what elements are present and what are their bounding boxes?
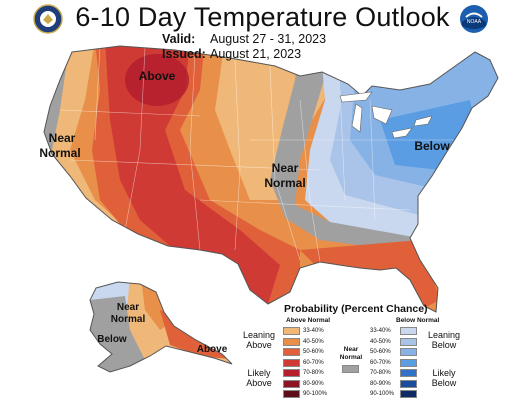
noaa-logo-icon: NOAA [460,5,488,33]
legend-below-label: 40-50% [370,338,391,345]
label-ak-above: Above [197,344,228,355]
legend-below-label: 60-70% [370,359,391,366]
legend-above-swatch [283,379,300,388]
legend-above-swatch [283,348,300,356]
label-above-nw: Above [139,69,176,83]
legend-above-label: 90-100% [303,391,328,397]
doc-seal-icon [33,4,63,34]
legend-below-swatch [400,337,417,346]
label-ak-near-line2: Normal [111,314,146,325]
legend-below-label: 80-90% [370,380,391,387]
legend-above-label: 50-60% [303,349,324,355]
legend-title: Probability (Percent Chance) [284,303,428,315]
label-ak-near-line1: Near [117,302,139,313]
legend-near-normal: Near Normal [339,346,363,361]
issued-label: Issued: [162,47,206,61]
legend-below-swatch [400,327,417,335]
legend-leaning-above: Leaning Above [242,330,276,350]
noaa-logo-text: NOAA [467,19,482,25]
legend-above-swatch [283,369,300,377]
legend-near-swatch [342,365,359,373]
label-near-west-line1: Near [49,131,76,145]
valid-dates: August 27 - 31, 2023 [210,32,327,46]
issued-date: August 21, 2023 [210,47,302,61]
legend-leaning-below: Leaning Below [427,330,461,350]
legend-below-swatch [400,390,417,398]
legend-below-swatch [400,348,417,356]
legend-above-swatch [283,358,300,367]
label-near-mid-line2: Normal [264,176,305,190]
legend-below-header: Below Normal [396,317,440,324]
label-near-west-line2: Normal [39,146,80,160]
date-block: Valid: August 27 - 31, 2023 Issued: August… [162,32,326,62]
legend-below-swatch [400,369,417,377]
alaska-outline [89,281,233,373]
legend-above-header: Above Normal [286,317,331,324]
legend-above-swatch [283,337,300,346]
legend-below-label: 33-40% [370,328,391,334]
legend-above-label: 80-90% [303,380,324,387]
legend-above-label: 60-70% [303,359,324,366]
great-lakes [339,91,433,139]
valid-label: Valid: [162,32,196,46]
label-near-mid-line1: Near [272,161,299,175]
legend-below-swatch [400,358,417,367]
legend-below-label: 90-100% [370,391,395,397]
state-lines [59,46,470,263]
map-title: 6-10 Day Temperature Outlook [75,2,450,32]
legend-below-label: 50-60% [370,349,391,355]
label-ak-below: Below [97,334,127,345]
label-below-ne: Below [414,139,450,153]
legend-above-swatch [283,390,300,398]
legend-likely-above: Likely Above [246,368,272,388]
legend-below-swatch [400,379,417,388]
legend-above-label: 70-80% [303,370,324,376]
legend-above-label: 33-40% [303,328,324,334]
legend-below-label: 70-80% [370,370,391,376]
conus-shading [44,46,498,312]
probability-legend: Probability (Percent Chance) Above Norma… [240,300,525,405]
alaska-shading [90,282,232,372]
legend-above-swatch [283,327,300,335]
legend-above-label: 40-50% [303,338,324,345]
legend-likely-below: Likely Below [431,368,457,388]
